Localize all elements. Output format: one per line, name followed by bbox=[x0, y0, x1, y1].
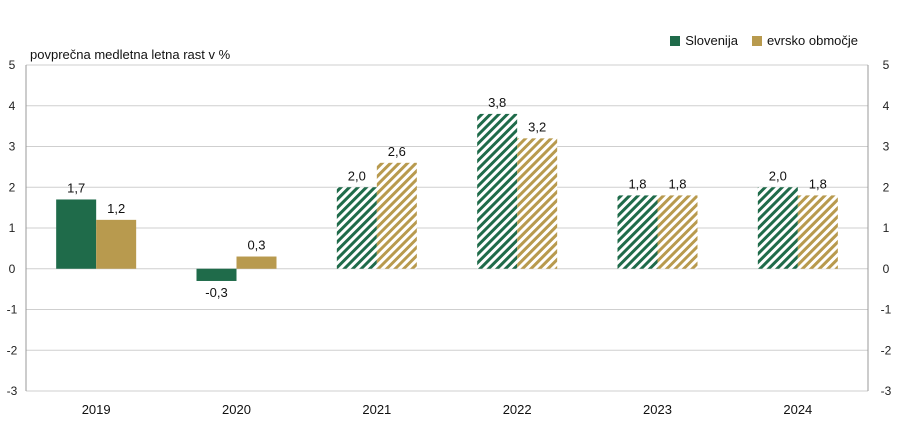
data-label: 1,8 bbox=[809, 176, 827, 191]
y-tick-label-left: 4 bbox=[9, 99, 16, 113]
y-tick-label-right: 5 bbox=[883, 58, 890, 72]
data-label: -0,3 bbox=[205, 285, 227, 300]
legend: Slovenija evrsko območje bbox=[670, 33, 858, 48]
data-label: 0,3 bbox=[247, 238, 265, 253]
legend-swatch-slovenija bbox=[670, 35, 681, 46]
legend-label-slovenija: Slovenija bbox=[685, 33, 738, 48]
bar bbox=[236, 256, 277, 269]
y-tick-label-right: 2 bbox=[883, 180, 890, 194]
bar bbox=[797, 195, 838, 269]
data-label: 1,8 bbox=[628, 176, 646, 191]
y-tick-label-left: 3 bbox=[9, 140, 16, 154]
bar bbox=[96, 219, 137, 269]
y-tick-label-left: 0 bbox=[9, 262, 16, 276]
bar bbox=[657, 195, 698, 269]
y-tick-label-left: 2 bbox=[9, 180, 16, 194]
y-tick-label-right: -2 bbox=[881, 343, 892, 357]
y-tick-label-left: 1 bbox=[9, 221, 16, 235]
y-tick-label-left: -2 bbox=[7, 343, 18, 357]
y-tick-label-right: -1 bbox=[881, 303, 892, 317]
data-label: 1,8 bbox=[668, 176, 686, 191]
data-label: 2,0 bbox=[769, 168, 787, 183]
x-tick-label: 2020 bbox=[222, 402, 251, 417]
data-label: 3,8 bbox=[488, 95, 506, 110]
y-tick-label-left: -1 bbox=[7, 303, 18, 317]
data-label: 1,7 bbox=[67, 180, 85, 195]
y-tick-label-right: 1 bbox=[883, 221, 890, 235]
data-label: 2,6 bbox=[388, 144, 406, 159]
legend-label-euro-area: evrsko območje bbox=[766, 33, 858, 48]
y-tick-label-left: -3 bbox=[7, 384, 18, 398]
x-tick-label: 2023 bbox=[643, 402, 672, 417]
bar bbox=[757, 187, 798, 269]
legend-item-slovenija: Slovenija bbox=[670, 33, 738, 48]
x-tick-label: 2024 bbox=[783, 402, 812, 417]
data-label: 3,2 bbox=[528, 119, 546, 134]
bar bbox=[196, 268, 237, 281]
bar bbox=[477, 113, 518, 269]
y-tick-label-left: 5 bbox=[9, 58, 16, 72]
x-tick-label: 2019 bbox=[82, 402, 111, 417]
y-tick-label-right: 0 bbox=[883, 262, 890, 276]
legend-swatch-euro-area bbox=[751, 35, 762, 46]
legend-item-euro-area: evrsko območje bbox=[751, 33, 858, 48]
y-tick-label-right: 4 bbox=[883, 99, 890, 113]
bar bbox=[376, 162, 417, 269]
bar bbox=[56, 199, 97, 269]
x-tick-label: 2021 bbox=[362, 402, 391, 417]
data-label: 1,2 bbox=[107, 201, 125, 216]
data-label: 2,0 bbox=[348, 168, 366, 183]
bar bbox=[336, 187, 377, 269]
bar bbox=[617, 195, 658, 269]
y-axis-label: povprečna medletna letna rast v % bbox=[30, 47, 231, 62]
bar bbox=[517, 138, 558, 269]
x-tick-label: 2022 bbox=[503, 402, 532, 417]
y-tick-label-right: 3 bbox=[883, 140, 890, 154]
y-tick-label-right: -3 bbox=[881, 384, 892, 398]
